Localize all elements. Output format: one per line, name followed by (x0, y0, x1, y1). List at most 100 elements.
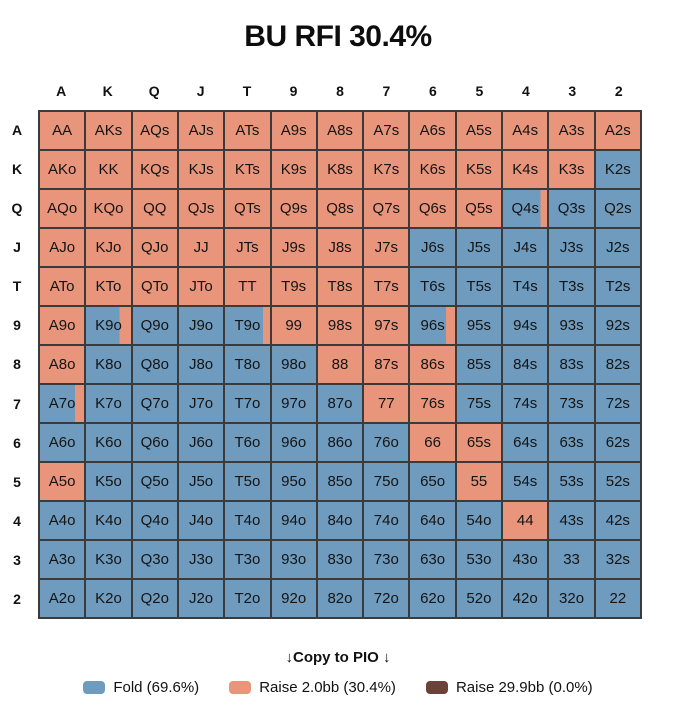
cell-75s[interactable]: 75s (456, 385, 502, 422)
cell-AJo[interactable]: AJo (40, 229, 85, 266)
cell-K3o[interactable]: K3o (86, 541, 131, 578)
cell-TT[interactable]: TT (225, 268, 270, 305)
cell-84s[interactable]: 84s (503, 346, 548, 383)
cell-64o[interactable]: 64o (410, 502, 455, 539)
cell-82o[interactable]: 82o (317, 580, 363, 617)
cell-J7s[interactable]: J7s (364, 229, 409, 266)
cell-JTs[interactable]: JTs (225, 229, 270, 266)
cell-K6s[interactable]: K6s (410, 151, 455, 188)
cell-Q9s[interactable]: Q9s (271, 190, 316, 227)
copy-to-pio-button[interactable]: ↓Copy to PIO ↓ (285, 649, 391, 666)
cell-A4s[interactable]: A4s (503, 112, 548, 149)
cell-ATs[interactable]: ATs (225, 112, 270, 149)
cell-53o[interactable]: 53o (456, 541, 502, 578)
cell-Q6o[interactable]: Q6o (132, 424, 177, 461)
cell-J8s[interactable]: J8s (317, 229, 363, 266)
cell-K8s[interactable]: K8s (317, 151, 363, 188)
cell-87o[interactable]: 87o (317, 385, 363, 422)
cell-T9s[interactable]: T9s (271, 268, 316, 305)
cell-32o[interactable]: 32o (549, 580, 594, 617)
cell-KQs[interactable]: KQs (132, 151, 177, 188)
cell-Q6s[interactable]: Q6s (410, 190, 455, 227)
cell-Q4s[interactable]: Q4s (503, 190, 548, 227)
cell-J2o[interactable]: J2o (178, 580, 224, 617)
cell-77[interactable]: 77 (364, 385, 409, 422)
cell-AJs[interactable]: AJs (178, 112, 224, 149)
cell-AQo[interactable]: AQo (40, 190, 85, 227)
cell-63o[interactable]: 63o (410, 541, 455, 578)
cell-74o[interactable]: 74o (364, 502, 409, 539)
cell-JTo[interactable]: JTo (178, 268, 224, 305)
cell-76s[interactable]: 76s (410, 385, 455, 422)
cell-A2o[interactable]: A2o (40, 580, 85, 617)
cell-Q4o[interactable]: Q4o (132, 502, 177, 539)
cell-52o[interactable]: 52o (456, 580, 502, 617)
cell-A5s[interactable]: A5s (456, 112, 502, 149)
cell-92s[interactable]: 92s (595, 307, 640, 344)
cell-63s[interactable]: 63s (549, 424, 594, 461)
cell-J4o[interactable]: J4o (178, 502, 224, 539)
cell-J6o[interactable]: J6o (178, 424, 224, 461)
cell-K2o[interactable]: K2o (86, 580, 131, 617)
cell-93s[interactable]: 93s (549, 307, 594, 344)
cell-KQo[interactable]: KQo (86, 190, 131, 227)
cell-73s[interactable]: 73s (549, 385, 594, 422)
cell-J5s[interactable]: J5s (456, 229, 502, 266)
cell-K5s[interactable]: K5s (456, 151, 502, 188)
cell-K8o[interactable]: K8o (86, 346, 131, 383)
cell-A6s[interactable]: A6s (410, 112, 455, 149)
cell-43s[interactable]: 43s (549, 502, 594, 539)
cell-Q8o[interactable]: Q8o (132, 346, 177, 383)
cell-J2s[interactable]: J2s (595, 229, 640, 266)
cell-55[interactable]: 55 (456, 463, 502, 500)
cell-A5o[interactable]: A5o (40, 463, 85, 500)
cell-J8o[interactable]: J8o (178, 346, 224, 383)
cell-42s[interactable]: 42s (595, 502, 640, 539)
cell-K4o[interactable]: K4o (86, 502, 131, 539)
cell-K5o[interactable]: K5o (86, 463, 131, 500)
cell-A8o[interactable]: A8o (40, 346, 85, 383)
cell-ATo[interactable]: ATo (40, 268, 85, 305)
cell-QQ[interactable]: QQ (132, 190, 177, 227)
cell-Q5o[interactable]: Q5o (132, 463, 177, 500)
cell-T8s[interactable]: T8s (317, 268, 363, 305)
cell-A3o[interactable]: A3o (40, 541, 85, 578)
cell-J4s[interactable]: J4s (503, 229, 548, 266)
cell-96o[interactable]: 96o (271, 424, 316, 461)
cell-QJs[interactable]: QJs (178, 190, 224, 227)
cell-76o[interactable]: 76o (364, 424, 409, 461)
cell-72o[interactable]: 72o (364, 580, 409, 617)
cell-98s[interactable]: 98s (317, 307, 363, 344)
cell-95o[interactable]: 95o (271, 463, 316, 500)
cell-Q5s[interactable]: Q5s (456, 190, 502, 227)
cell-T7s[interactable]: T7s (364, 268, 409, 305)
cell-44[interactable]: 44 (503, 502, 548, 539)
cell-Q3o[interactable]: Q3o (132, 541, 177, 578)
cell-JJ[interactable]: JJ (178, 229, 224, 266)
cell-92o[interactable]: 92o (271, 580, 316, 617)
cell-65s[interactable]: 65s (456, 424, 502, 461)
cell-73o[interactable]: 73o (364, 541, 409, 578)
cell-J7o[interactable]: J7o (178, 385, 224, 422)
cell-QJo[interactable]: QJo (132, 229, 177, 266)
cell-84o[interactable]: 84o (317, 502, 363, 539)
cell-A6o[interactable]: A6o (40, 424, 85, 461)
cell-A2s[interactable]: A2s (595, 112, 640, 149)
cell-T5o[interactable]: T5o (225, 463, 270, 500)
cell-KJo[interactable]: KJo (86, 229, 131, 266)
cell-T9o[interactable]: T9o (225, 307, 270, 344)
cell-J9s[interactable]: J9s (271, 229, 316, 266)
cell-Q7o[interactable]: Q7o (132, 385, 177, 422)
cell-Q9o[interactable]: Q9o (132, 307, 177, 344)
cell-KTs[interactable]: KTs (225, 151, 270, 188)
cell-A7o[interactable]: A7o (40, 385, 85, 422)
cell-72s[interactable]: 72s (595, 385, 640, 422)
cell-95s[interactable]: 95s (456, 307, 502, 344)
cell-KJs[interactable]: KJs (178, 151, 224, 188)
cell-43o[interactable]: 43o (503, 541, 548, 578)
cell-42o[interactable]: 42o (503, 580, 548, 617)
cell-85o[interactable]: 85o (317, 463, 363, 500)
cell-54o[interactable]: 54o (456, 502, 502, 539)
cell-T6o[interactable]: T6o (225, 424, 270, 461)
cell-94s[interactable]: 94s (503, 307, 548, 344)
